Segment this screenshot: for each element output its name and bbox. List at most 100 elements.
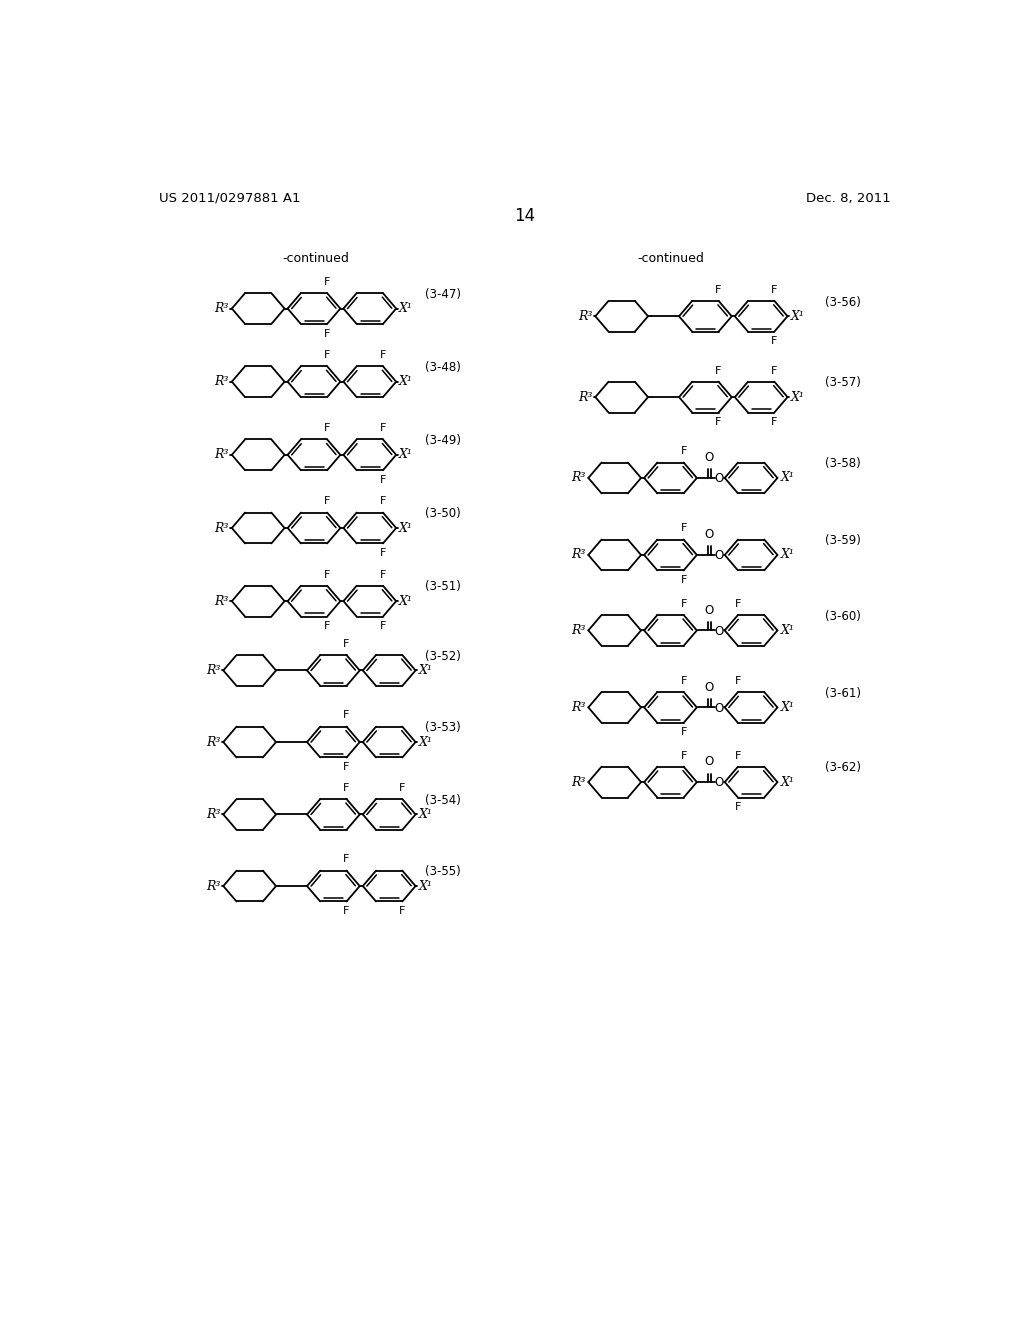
Text: R³: R³ [570, 701, 586, 714]
Text: R³: R³ [206, 879, 220, 892]
Text: X¹: X¹ [419, 664, 432, 677]
Text: X¹: X¹ [399, 449, 413, 462]
Text: F: F [343, 762, 350, 772]
Text: (3-62): (3-62) [825, 762, 861, 775]
Text: (3-48): (3-48) [425, 360, 461, 374]
Text: F: F [716, 417, 722, 428]
Text: R³: R³ [578, 391, 592, 404]
Text: (3-49): (3-49) [425, 434, 461, 447]
Text: F: F [735, 676, 741, 686]
Text: O: O [715, 702, 724, 714]
Text: (3-53): (3-53) [425, 721, 461, 734]
Text: R³: R³ [206, 735, 220, 748]
Text: X¹: X¹ [780, 776, 795, 788]
Text: (3-54): (3-54) [425, 793, 461, 807]
Text: X¹: X¹ [419, 879, 432, 892]
Text: X¹: X¹ [791, 310, 805, 323]
Text: F: F [343, 854, 350, 865]
Text: O: O [705, 451, 714, 465]
Text: F: F [681, 676, 687, 686]
Text: (3-61): (3-61) [825, 686, 861, 700]
Text: F: F [771, 285, 777, 294]
Text: F: F [771, 366, 777, 376]
Text: X¹: X¹ [419, 735, 432, 748]
Text: O: O [715, 776, 724, 789]
Text: F: F [380, 570, 386, 579]
Text: F: F [324, 496, 331, 507]
Text: F: F [324, 277, 331, 286]
Text: X¹: X¹ [780, 548, 795, 561]
Text: R³: R³ [570, 624, 586, 638]
Text: F: F [380, 496, 386, 507]
Text: (3-55): (3-55) [425, 866, 461, 878]
Text: F: F [735, 803, 741, 812]
Text: X¹: X¹ [399, 594, 413, 607]
Text: F: F [735, 599, 741, 609]
Text: (3-59): (3-59) [825, 535, 861, 548]
Text: R³: R³ [214, 449, 228, 462]
Text: O: O [715, 473, 724, 486]
Text: Dec. 8, 2011: Dec. 8, 2011 [806, 191, 891, 205]
Text: F: F [324, 350, 331, 360]
Text: R³: R³ [570, 548, 586, 561]
Text: X¹: X¹ [399, 302, 413, 315]
Text: F: F [771, 337, 777, 346]
Text: R³: R³ [570, 471, 586, 484]
Text: F: F [380, 350, 386, 360]
Text: -continued: -continued [283, 252, 349, 265]
Text: US 2011/0297881 A1: US 2011/0297881 A1 [159, 191, 300, 205]
Text: R³: R³ [206, 664, 220, 677]
Text: (3-50): (3-50) [425, 507, 461, 520]
Text: F: F [681, 524, 687, 533]
Text: O: O [705, 528, 714, 541]
Text: F: F [681, 446, 687, 457]
Text: R³: R³ [214, 302, 228, 315]
Text: F: F [380, 424, 386, 433]
Text: R³: R³ [214, 375, 228, 388]
Text: 14: 14 [514, 207, 536, 226]
Text: R³: R³ [570, 776, 586, 788]
Text: F: F [716, 366, 722, 376]
Text: (3-57): (3-57) [825, 376, 861, 389]
Text: X¹: X¹ [399, 521, 413, 535]
Text: (3-58): (3-58) [825, 457, 861, 470]
Text: (3-56): (3-56) [825, 296, 861, 309]
Text: F: F [324, 329, 331, 338]
Text: F: F [324, 622, 331, 631]
Text: F: F [380, 548, 386, 558]
Text: R³: R³ [578, 310, 592, 323]
Text: F: F [681, 751, 687, 760]
Text: X¹: X¹ [780, 471, 795, 484]
Text: X¹: X¹ [419, 808, 432, 821]
Text: X¹: X¹ [399, 375, 413, 388]
Text: F: F [716, 285, 722, 294]
Text: F: F [380, 475, 386, 484]
Text: O: O [705, 755, 714, 768]
Text: (3-47): (3-47) [425, 288, 461, 301]
Text: R³: R³ [214, 594, 228, 607]
Text: (3-51): (3-51) [425, 581, 461, 594]
Text: F: F [399, 783, 406, 793]
Text: F: F [343, 783, 350, 793]
Text: F: F [681, 727, 687, 738]
Text: F: F [681, 576, 687, 585]
Text: F: F [380, 622, 386, 631]
Text: (3-52): (3-52) [425, 649, 461, 663]
Text: F: F [681, 599, 687, 609]
Text: O: O [715, 549, 724, 562]
Text: X¹: X¹ [780, 624, 795, 638]
Text: R³: R³ [214, 521, 228, 535]
Text: F: F [343, 639, 350, 649]
Text: F: F [343, 710, 350, 721]
Text: F: F [343, 906, 350, 916]
Text: X¹: X¹ [780, 701, 795, 714]
Text: O: O [705, 603, 714, 616]
Text: (3-60): (3-60) [825, 610, 861, 623]
Text: F: F [735, 751, 741, 760]
Text: F: F [324, 424, 331, 433]
Text: F: F [399, 906, 406, 916]
Text: F: F [324, 570, 331, 579]
Text: R³: R³ [206, 808, 220, 821]
Text: -continued: -continued [637, 252, 703, 265]
Text: F: F [771, 417, 777, 428]
